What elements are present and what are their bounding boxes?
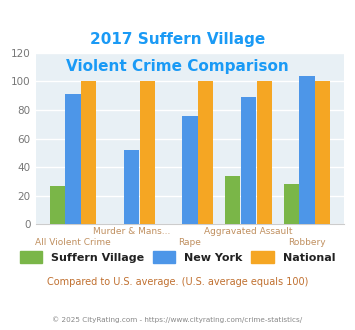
Bar [299, 76, 315, 224]
Bar [182, 116, 197, 224]
Bar [257, 82, 272, 224]
Bar [140, 82, 155, 224]
Legend: Suffern Village, New York, National: Suffern Village, New York, National [16, 247, 339, 267]
Text: 2017 Suffern Village: 2017 Suffern Village [90, 32, 265, 47]
Text: Compared to U.S. average. (U.S. average equals 100): Compared to U.S. average. (U.S. average … [47, 277, 308, 287]
Bar [198, 82, 213, 224]
Text: © 2025 CityRating.com - https://www.cityrating.com/crime-statistics/: © 2025 CityRating.com - https://www.city… [53, 317, 302, 323]
Bar [50, 186, 65, 224]
Text: Violent Crime Comparison: Violent Crime Comparison [66, 58, 289, 74]
Bar [124, 150, 139, 224]
Bar [315, 82, 330, 224]
Bar [225, 176, 240, 224]
Bar [241, 97, 256, 224]
Bar [81, 82, 96, 224]
Bar [284, 184, 299, 224]
Bar [65, 94, 81, 224]
